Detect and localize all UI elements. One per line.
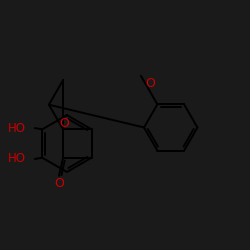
Text: O: O <box>54 177 64 190</box>
Text: O: O <box>146 77 156 90</box>
Text: HO: HO <box>8 122 26 134</box>
Text: HO: HO <box>8 152 26 166</box>
Text: O: O <box>60 117 69 130</box>
